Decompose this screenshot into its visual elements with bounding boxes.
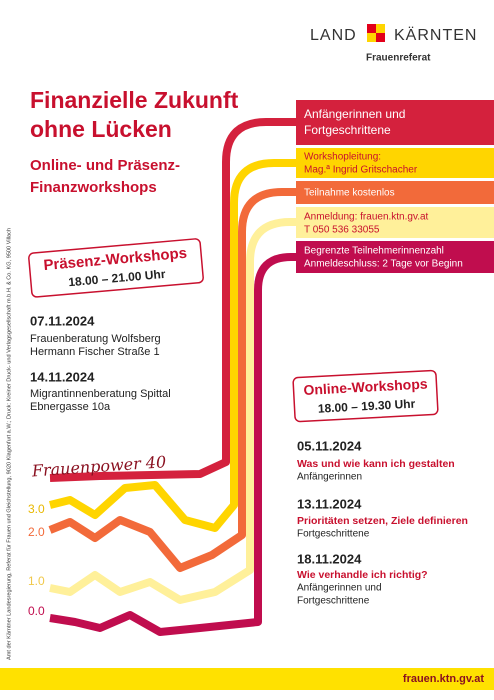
stripe — [49, 118, 300, 482]
event-date: 14.11.2024 — [30, 369, 95, 384]
info-text: Anmeldeschluss: 2 Tage vor Beginn — [304, 259, 463, 270]
info-band — [296, 148, 494, 178]
event-audience: Anfängerinnen — [297, 472, 362, 483]
event-date: 18.11.2024 — [297, 551, 362, 566]
badge-heading: Online-Workshops — [303, 375, 428, 397]
event-line: Ebnergasse 10a — [30, 401, 111, 413]
info-text: T 050 536 33055 — [304, 225, 380, 236]
logo-land: LAND — [310, 27, 357, 44]
logo-square — [376, 33, 385, 42]
graphic-label: 3.0 — [28, 502, 45, 516]
online-badge: Online-Workshops 18.00 – 19.30 Uhr — [292, 369, 439, 423]
info-band — [296, 181, 494, 204]
presence-badge: Präsenz-Workshops 18.00 – 21.00 Uhr — [28, 238, 204, 298]
event-audience: Anfängerinnen und — [297, 583, 382, 594]
graphic-label: 1.0 — [28, 574, 45, 588]
graphic-label: 0.0 — [28, 604, 45, 618]
logo-square — [367, 33, 376, 42]
stripe — [48, 188, 300, 572]
event-date: 07.11.2024 — [30, 313, 95, 328]
info-text: Workshopleitung: — [304, 152, 381, 163]
info-text: Mag.ª Ingrid Gritschacher — [304, 165, 418, 176]
info-band — [296, 241, 494, 273]
event-date: 05.11.2024 — [297, 438, 362, 453]
event-title: Wie verhandle ich richtig? — [297, 569, 428, 581]
event-title: Prioritäten setzen, Ziele definieren — [297, 515, 468, 527]
event-date: 13.11.2024 — [297, 496, 362, 511]
logo-department: Frauenreferat — [366, 53, 431, 64]
event-audience: Fortgeschrittene — [297, 596, 370, 607]
info-text: Teilnahme kostenlos — [304, 188, 395, 199]
imprint: Amt der Kärntner Landesregierung, Refera… — [6, 228, 12, 660]
graphic-label: 2.0 — [28, 525, 45, 539]
badge-frame — [292, 369, 439, 423]
info-text: Anmeldung: frauen.ktn.gv.at — [304, 212, 429, 223]
info-text: Anfängerinnen und — [304, 107, 405, 121]
logo-square — [376, 24, 385, 33]
subtitle-line: Finanzworkshops — [30, 179, 157, 196]
stripe — [49, 218, 300, 604]
event-line: Frauenberatung Wolfsberg — [30, 333, 161, 345]
title-line: Finanzielle Zukunft — [30, 87, 239, 113]
subtitle-line: Online- und Präsenz- — [30, 157, 180, 174]
stripe — [49, 253, 300, 636]
footer-bar — [0, 668, 494, 690]
title-line: ohne Lücken — [30, 116, 172, 142]
stripe — [49, 159, 300, 532]
info-band — [296, 207, 494, 238]
info-band — [296, 100, 494, 145]
event-audience: Fortgeschrittene — [297, 529, 370, 540]
event-title: Was und wie kann ich gestalten — [297, 458, 455, 470]
footer-url: frauen.ktn.gv.at — [403, 673, 484, 685]
logo-mark — [367, 24, 385, 42]
logo-karnten: KÄRNTEN — [394, 26, 477, 44]
badge-time: 18.00 – 19.30 Uhr — [318, 397, 416, 416]
logo-square — [367, 24, 376, 33]
info-text: Fortgeschrittene — [304, 123, 391, 137]
event-line: Hermann Fischer Straße 1 — [30, 346, 160, 358]
event-line: Migrantinnenberatung Spittal — [30, 388, 171, 400]
info-text: Begrenzte Teilnehmerinnenzahl — [304, 246, 444, 257]
badge-frame — [28, 238, 204, 298]
